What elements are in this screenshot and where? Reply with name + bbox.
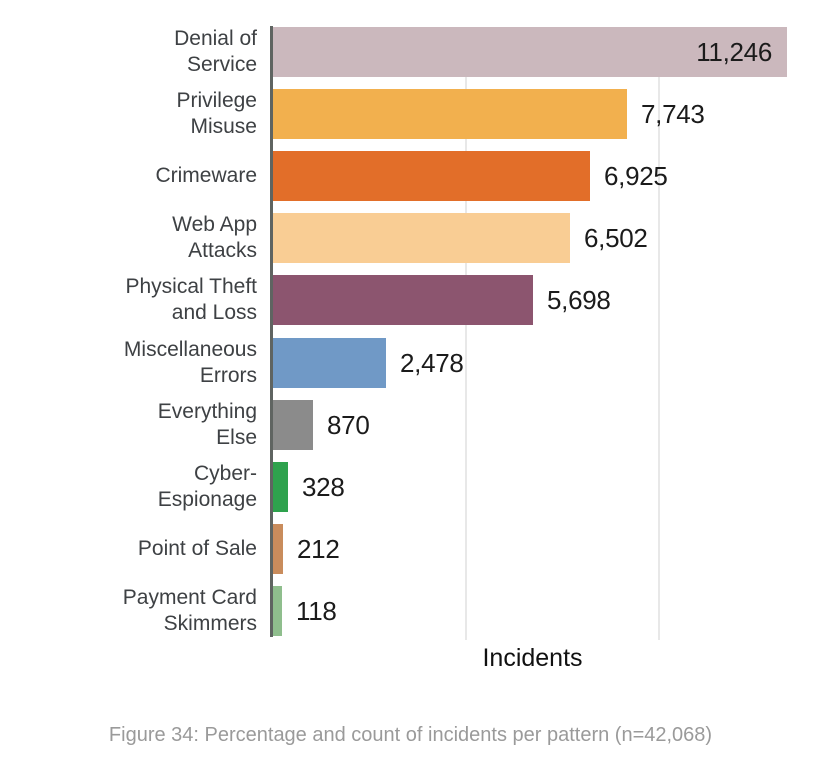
value-label: 5,698 bbox=[547, 284, 611, 315]
y-axis-line bbox=[270, 26, 273, 637]
category-label: Everything Else bbox=[157, 400, 257, 449]
bar bbox=[273, 586, 282, 636]
bar bbox=[273, 151, 590, 201]
bar bbox=[273, 338, 386, 388]
x-axis-label: Incidents bbox=[482, 644, 583, 672]
value-label: 11,246 bbox=[696, 36, 772, 67]
category-label: Miscellaneous Errors bbox=[123, 338, 257, 387]
category-label: Web App Attacks bbox=[172, 213, 257, 262]
x-gridline bbox=[658, 27, 660, 640]
bar bbox=[273, 89, 627, 139]
bar bbox=[273, 275, 533, 325]
value-label: 212 bbox=[297, 533, 340, 564]
category-label: Crimeware bbox=[155, 164, 257, 187]
bar bbox=[273, 462, 288, 512]
value-label: 7,743 bbox=[641, 98, 705, 129]
category-label: Point of Sale bbox=[137, 537, 257, 560]
value-label: 328 bbox=[302, 471, 345, 502]
bar bbox=[273, 213, 570, 263]
category-label: Physical Theft and Loss bbox=[125, 275, 257, 324]
x-gridline bbox=[465, 27, 467, 640]
bar bbox=[273, 524, 283, 574]
bar-chart: Denial of Service 11,246 Privilege Misuse 7… bbox=[122, 26, 787, 640]
category-label: Cyber- Espionage bbox=[157, 462, 257, 511]
category-label: Privilege Misuse bbox=[176, 89, 257, 138]
value-label: 6,925 bbox=[604, 160, 668, 191]
value-label: 870 bbox=[327, 409, 370, 440]
value-label: 6,502 bbox=[584, 222, 648, 253]
category-label: Payment Card Skimmers bbox=[122, 586, 257, 635]
figure-caption: Figure 34: Percentage and count of incid… bbox=[108, 724, 713, 746]
value-label: 2,478 bbox=[400, 347, 464, 378]
category-label: Denial of Service bbox=[174, 27, 257, 76]
value-label: 118 bbox=[296, 595, 337, 626]
bar bbox=[273, 400, 313, 450]
bar bbox=[273, 27, 787, 77]
